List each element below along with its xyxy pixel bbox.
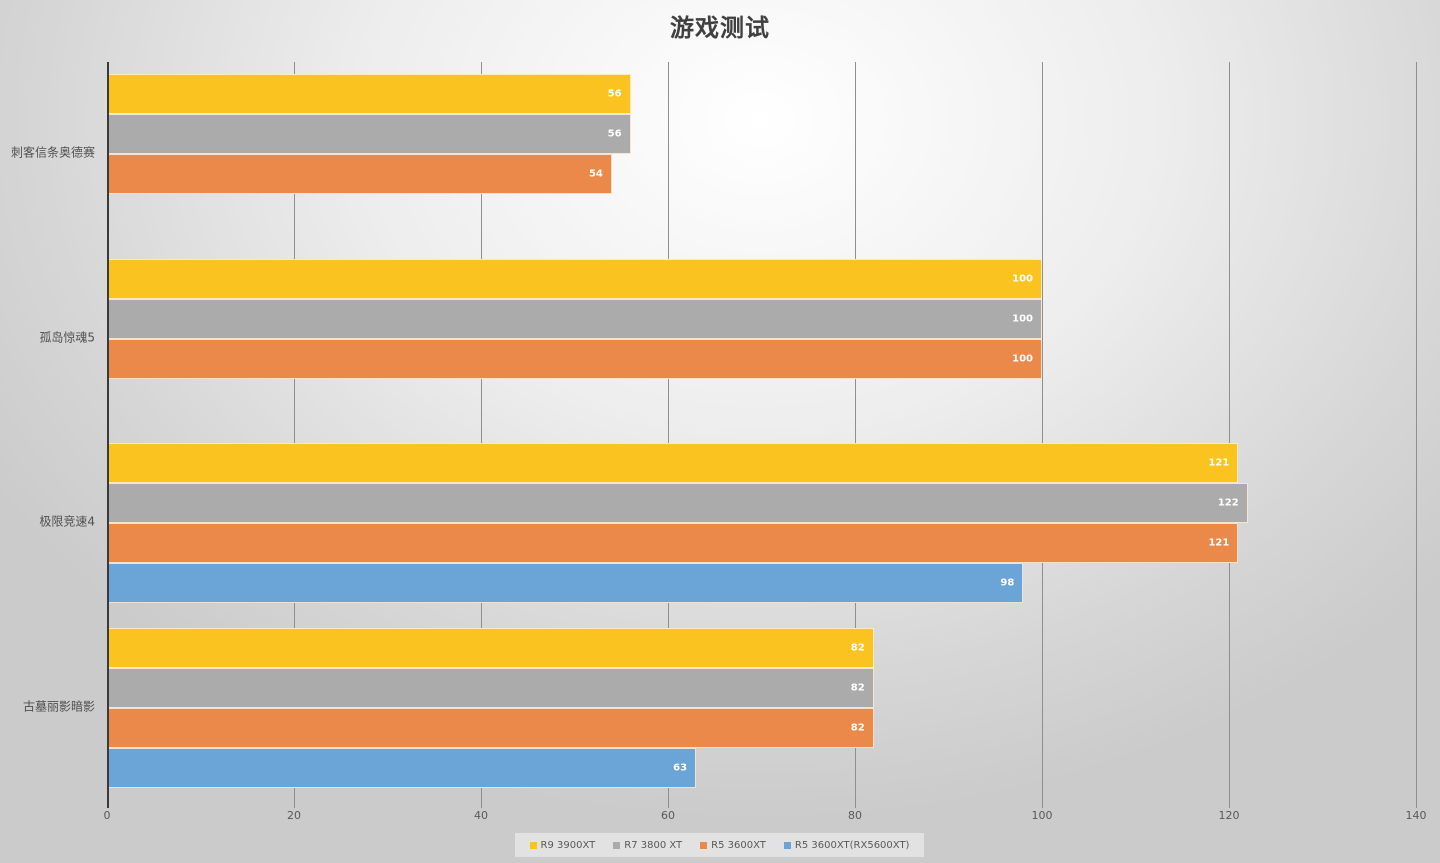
legend-label: R7 3800 XT bbox=[624, 839, 683, 851]
x-tick-label: 60 bbox=[661, 809, 675, 822]
x-tick-label: 100 bbox=[1031, 809, 1053, 822]
gridline bbox=[481, 62, 482, 808]
plot-area: 56 56 54 100 100 100 121 122 121 98 82 82 82 63 bbox=[107, 62, 1417, 808]
bar: 100 bbox=[107, 298, 1042, 339]
legend-label: R9 3900XT bbox=[540, 839, 596, 851]
legend-swatch-icon bbox=[613, 841, 621, 849]
x-tick-label: 140 bbox=[1405, 809, 1427, 822]
legend-swatch-icon bbox=[700, 841, 708, 849]
bar: 82 bbox=[107, 627, 874, 668]
bar-value-label: 63 bbox=[673, 762, 688, 773]
bar: 121 bbox=[107, 443, 1239, 483]
bar-value-label: 100 bbox=[1012, 313, 1033, 324]
bar: 56 bbox=[107, 74, 631, 114]
bar-value-label: 100 bbox=[1012, 273, 1033, 284]
x-tick-label: 20 bbox=[287, 809, 301, 822]
gridline bbox=[1229, 62, 1230, 808]
gridline bbox=[294, 62, 295, 808]
x-tick-label: 80 bbox=[848, 809, 862, 822]
bar-value-label: 121 bbox=[1208, 457, 1230, 469]
legend-item: R9 3900XT bbox=[529, 839, 596, 851]
bar-value-label: 54 bbox=[588, 168, 603, 180]
bar: 63 bbox=[107, 747, 697, 788]
x-tick-label: 120 bbox=[1218, 809, 1240, 822]
bar: 82 bbox=[107, 707, 874, 748]
gridline bbox=[668, 62, 669, 808]
x-tick-label: 40 bbox=[474, 809, 488, 822]
bar-value-label: 82 bbox=[850, 682, 865, 693]
bar: 56 bbox=[107, 114, 631, 154]
y-axis-tick bbox=[107, 800, 109, 808]
legend-item: R5 3600XT bbox=[700, 840, 766, 851]
bar: 122 bbox=[107, 483, 1248, 523]
y-axis-line bbox=[107, 62, 109, 800]
legend-label: R5 3600XT(RX5600XT) bbox=[794, 839, 910, 851]
bar: 100 bbox=[107, 338, 1042, 379]
legend: R9 3900XT R7 3800 XT R5 3600XT R5 3600XT(RX… bbox=[515, 833, 924, 857]
bar-value-label: 98 bbox=[1000, 577, 1015, 589]
gridline bbox=[1416, 62, 1417, 808]
category-label: 古墓丽影暗影 bbox=[22, 699, 95, 713]
bar-value-label: 82 bbox=[850, 722, 865, 733]
category-label: 极限竞速4 bbox=[39, 514, 95, 529]
bar-value-label: 56 bbox=[607, 128, 622, 140]
bar: 54 bbox=[107, 154, 612, 194]
bar: 100 bbox=[107, 258, 1042, 299]
legend-swatch-icon bbox=[783, 841, 791, 849]
bar: 98 bbox=[107, 563, 1024, 603]
bar-value-label: 122 bbox=[1217, 497, 1239, 509]
bar: 82 bbox=[107, 667, 874, 708]
gridline bbox=[1042, 62, 1043, 808]
gridline bbox=[855, 62, 856, 808]
chart-title: 游戏测试 bbox=[670, 14, 770, 42]
bar-value-label: 82 bbox=[850, 642, 865, 653]
legend-swatch-icon bbox=[529, 841, 537, 849]
bar: 121 bbox=[107, 523, 1239, 563]
category-label: 孤岛惊魂5 bbox=[39, 330, 95, 344]
bar-value-label: 56 bbox=[607, 88, 622, 100]
legend-item: R5 3600XT(RX5600XT) bbox=[783, 839, 910, 851]
bar-value-label: 100 bbox=[1012, 353, 1033, 364]
x-tick-label: 0 bbox=[103, 809, 111, 822]
category-label: 刺客信条奥德赛 bbox=[10, 145, 95, 160]
legend-label: R5 3600XT bbox=[711, 839, 766, 851]
bar-value-label: 121 bbox=[1208, 537, 1230, 549]
legend-item: R7 3800 XT bbox=[613, 840, 682, 851]
